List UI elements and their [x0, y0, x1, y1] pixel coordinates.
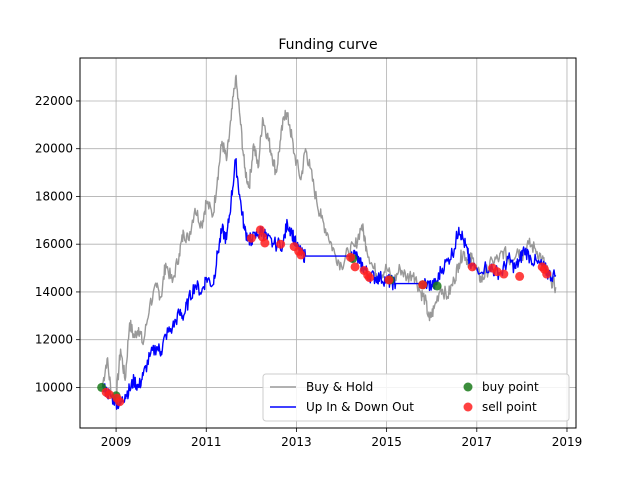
y-tick-label: 10000 — [35, 380, 73, 394]
y-tick-label: 20000 — [35, 142, 73, 156]
sell-point-marker — [296, 250, 306, 260]
sell-point-marker — [260, 238, 270, 248]
y-tick-label: 12000 — [35, 333, 73, 347]
x-tick-label: 2015 — [371, 435, 402, 449]
sell-point-marker — [467, 262, 477, 272]
sell-point-marker — [276, 239, 286, 249]
sell-point-marker — [515, 271, 525, 281]
legend-marker-swatch — [463, 402, 473, 412]
axis-ticks: 2009 2011 2013 2015 2017 2019 10000 12000 14000 1… — [35, 94, 582, 449]
sell-point-marker — [246, 233, 256, 243]
sell-point-marker — [115, 397, 125, 407]
x-tick-label: 2013 — [281, 435, 312, 449]
buy-point-marker — [432, 281, 442, 291]
legend-label: buy point — [482, 380, 539, 394]
sell-point-marker — [418, 280, 428, 290]
sell-point-marker — [104, 390, 114, 400]
legend-label: sell point — [482, 400, 537, 414]
sell-point-marker — [542, 269, 552, 279]
x-tick-label: 2019 — [552, 435, 583, 449]
marker-layer — [97, 225, 552, 407]
sell-point-marker — [384, 275, 394, 285]
y-tick-label: 16000 — [35, 237, 73, 251]
sell-point-marker — [346, 252, 356, 262]
legend-box — [262, 373, 570, 422]
sell-point-marker — [492, 267, 502, 277]
chart-title: Funding curve — [278, 37, 377, 53]
legend-label: Up In & Down Out — [306, 400, 414, 414]
y-tick-label: 18000 — [35, 189, 73, 203]
x-tick-label: 2009 — [101, 435, 132, 449]
sell-point-marker — [350, 262, 360, 272]
x-tick-label: 2011 — [191, 435, 222, 449]
legend: Buy & Hold Up In & Down Out buy point sell … — [262, 373, 570, 422]
legend-label: Buy & Hold — [306, 380, 373, 394]
x-tick-label: 2017 — [462, 435, 493, 449]
sell-point-marker — [255, 225, 265, 235]
legend-marker-swatch — [463, 382, 473, 392]
sell-point-marker — [364, 273, 374, 283]
y-tick-label: 22000 — [35, 94, 73, 108]
plot-frame — [79, 57, 577, 429]
y-tick-label: 14000 — [35, 285, 73, 299]
sell-point-marker — [499, 269, 509, 279]
